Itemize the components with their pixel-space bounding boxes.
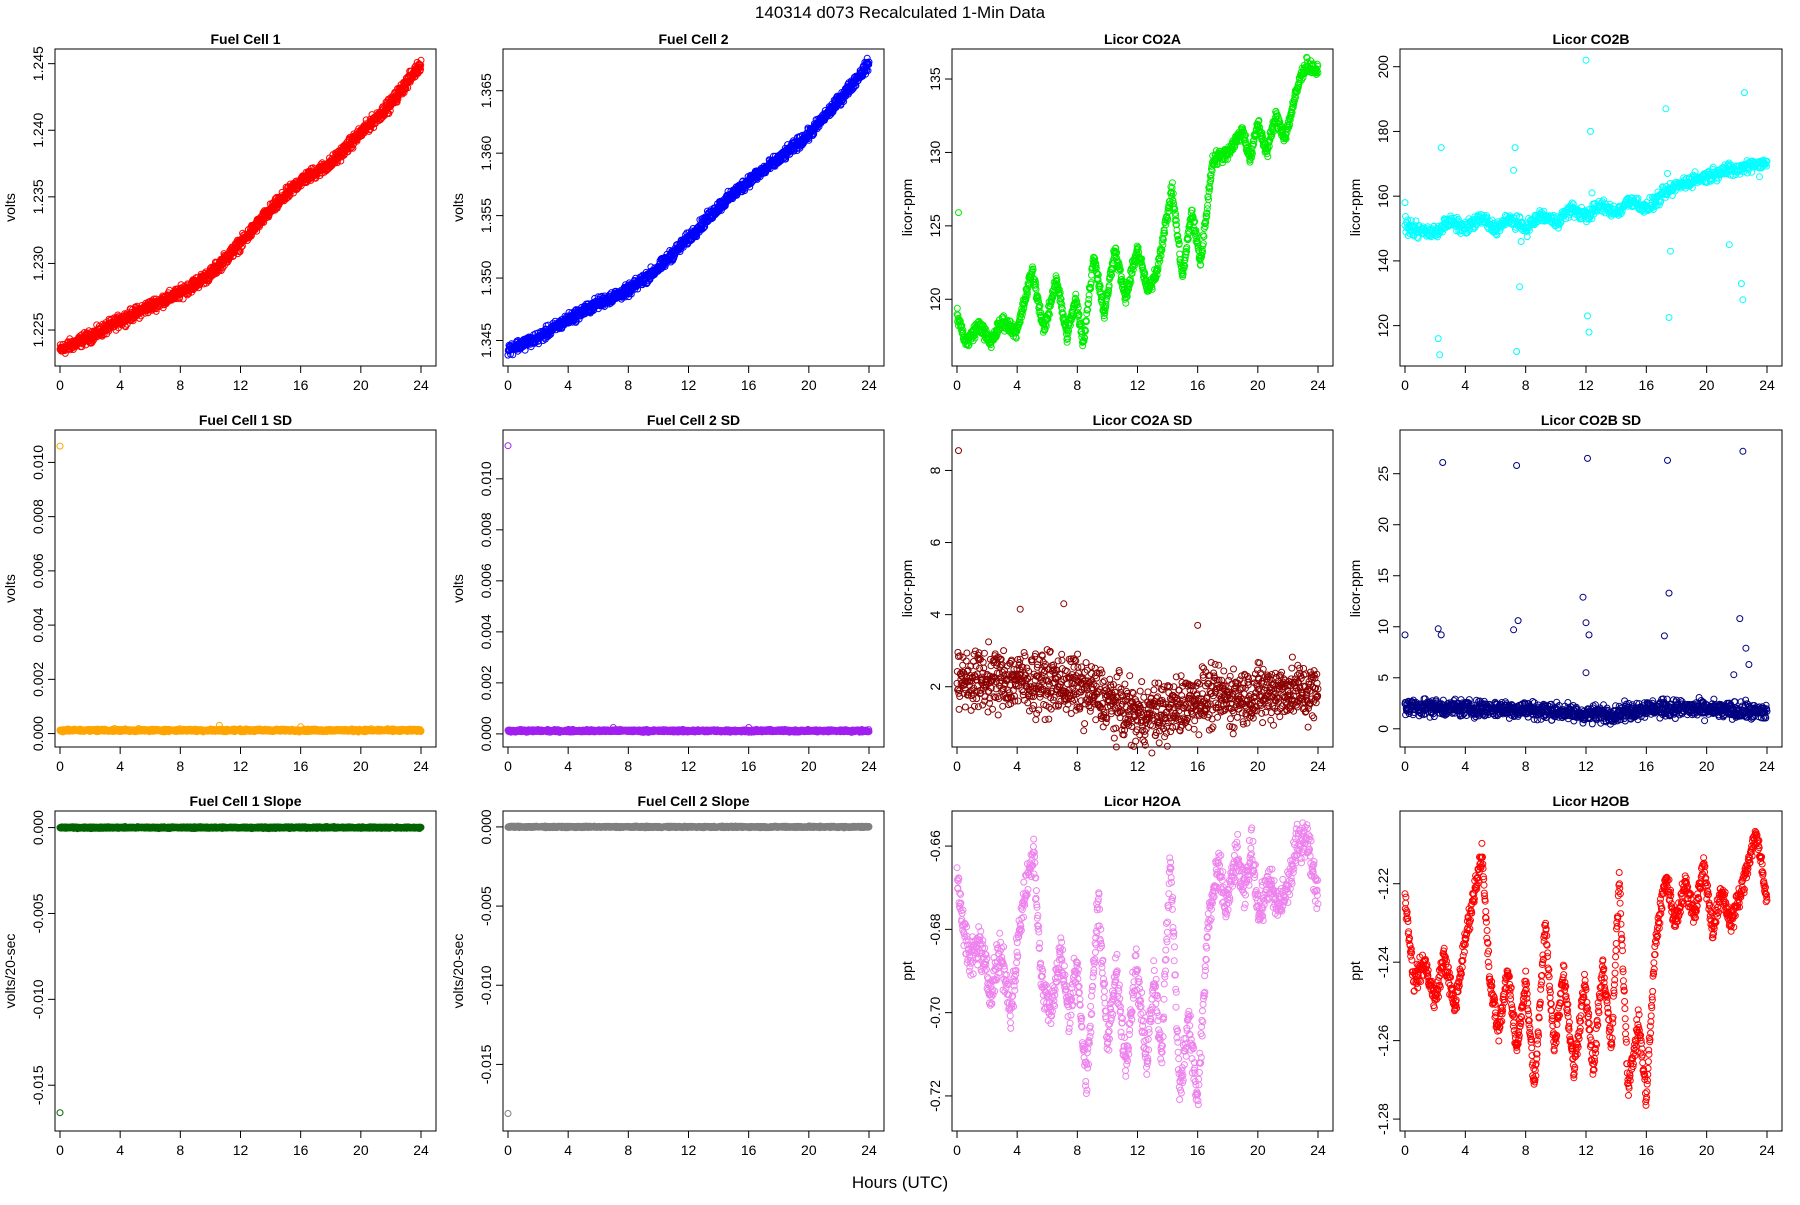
y-axis-label: volts xyxy=(2,193,18,222)
y-tick-label: 160 xyxy=(1375,184,1391,208)
panel-title: Licor CO2A xyxy=(1104,31,1181,47)
y-tick-label: 130 xyxy=(927,141,943,165)
y-tick-label: 1.230 xyxy=(30,246,46,281)
y-tick-label: 1.345 xyxy=(478,323,494,358)
y-tick-label: 200 xyxy=(1375,55,1391,79)
x-tick-label: 24 xyxy=(861,377,877,393)
x-tick-label: 12 xyxy=(1578,377,1594,393)
y-tick-label: 125 xyxy=(927,214,943,238)
panel-title: Licor CO2B xyxy=(1552,31,1629,47)
y-tick-label: 180 xyxy=(1375,120,1391,144)
x-tick-label: 0 xyxy=(953,377,961,393)
y-tick-label: 1.240 xyxy=(30,113,46,148)
x-tick-label: 0 xyxy=(56,377,64,393)
y-tick-label: 140 xyxy=(1375,249,1391,273)
x-tick-label: 20 xyxy=(801,377,817,393)
x-tick-label: 16 xyxy=(1639,377,1655,393)
x-tick-label: 4 xyxy=(564,377,572,393)
x-tick-label: 16 xyxy=(1190,377,1206,393)
figure-title: 140314 d073 Recalculated 1-Min Data xyxy=(755,3,1046,22)
x-tick-label: 24 xyxy=(1310,377,1326,393)
x-tick-label: 12 xyxy=(1130,377,1146,393)
x-tick-label: 0 xyxy=(1401,377,1409,393)
y-tick-label: 120 xyxy=(1375,314,1391,338)
x-tick-label: 4 xyxy=(1013,377,1021,393)
x-tick-label: 12 xyxy=(233,377,249,393)
x-tick-label: 12 xyxy=(681,377,697,393)
y-tick-label: 1.360 xyxy=(478,135,494,170)
y-axis-label: licor-ppm xyxy=(899,179,915,237)
x-tick-label: 4 xyxy=(116,377,124,393)
x-tick-label: 8 xyxy=(624,377,632,393)
x-tick-label: 8 xyxy=(1522,377,1530,393)
y-tick-label: 1.225 xyxy=(30,312,46,347)
x-tick-label: 8 xyxy=(176,377,184,393)
y-axis-label: volts xyxy=(450,193,466,222)
y-tick-label: 1.235 xyxy=(30,179,46,214)
x-tick-label: 0 xyxy=(504,377,512,393)
x-tick-label: 20 xyxy=(353,377,369,393)
y-tick-label: 1.350 xyxy=(478,260,494,295)
x-tick-label: 24 xyxy=(1759,377,1775,393)
y-tick-label: 135 xyxy=(927,67,943,91)
y-tick-label: 1.355 xyxy=(478,198,494,233)
x-tick-label: 16 xyxy=(293,377,309,393)
x-tick-label: 4 xyxy=(1461,377,1469,393)
y-tick-label: 120 xyxy=(927,287,943,311)
x-tick-label: 24 xyxy=(413,377,429,393)
x-tick-label: 8 xyxy=(1073,377,1081,393)
y-tick-label: 1.365 xyxy=(478,73,494,108)
panel-title: Fuel Cell 1 xyxy=(210,31,280,47)
x-tick-label: 20 xyxy=(1250,377,1266,393)
y-axis-label: licor-ppm xyxy=(1347,179,1363,237)
x-tick-label: 20 xyxy=(1699,377,1715,393)
panel-title: Fuel Cell 2 xyxy=(658,31,728,47)
y-tick-label: 1.245 xyxy=(30,46,46,81)
figure-xlabel: Hours (UTC) xyxy=(852,1173,948,1192)
x-tick-label: 16 xyxy=(741,377,757,393)
